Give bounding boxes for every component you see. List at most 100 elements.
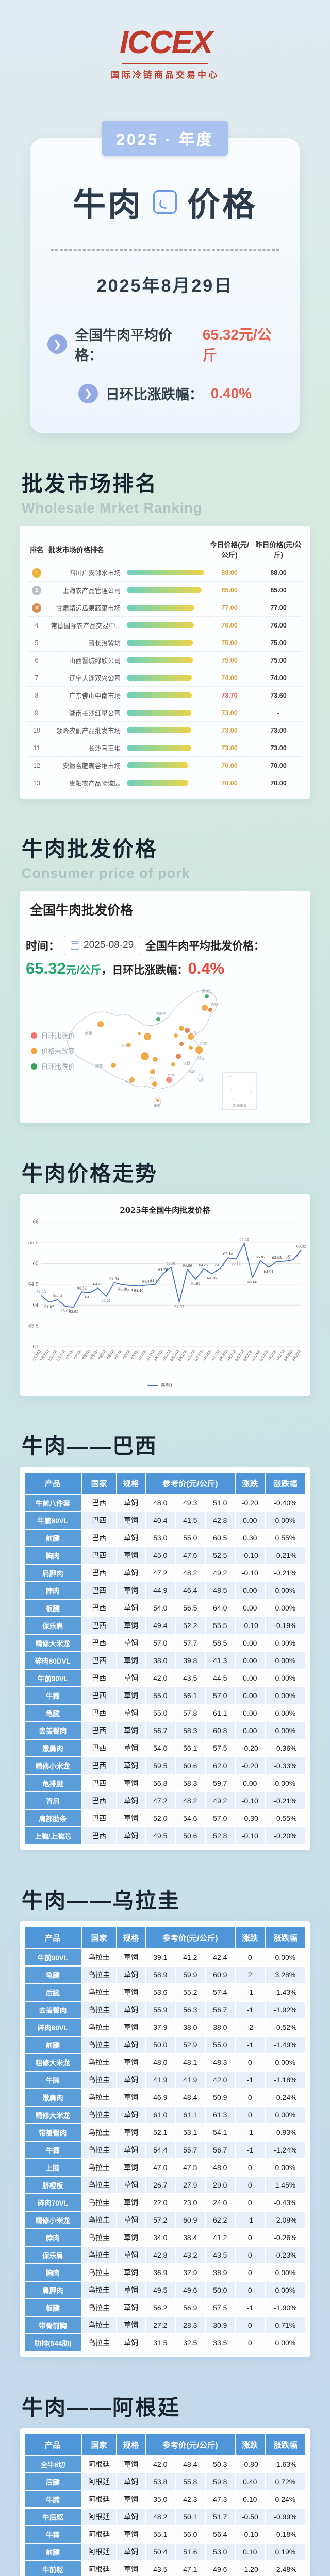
cell-value: 52.9 — [174, 2036, 206, 2055]
map-legend: 日环比涨价 价格未改变 日环比跌价 — [31, 1030, 75, 1077]
ranking-row: 9 湖南长沙红星公司 73.00 - — [28, 704, 302, 721]
cell-value: 阿根廷 — [80, 2525, 118, 2544]
cell-value: 阿根廷 — [80, 2490, 118, 2509]
cell-value: 30.9 — [204, 2316, 236, 2335]
cell-value: 41.5 — [174, 1511, 206, 1530]
data-label: 64.32 — [77, 1286, 87, 1290]
cell-value: -0.80 — [234, 2455, 266, 2474]
report-date: 2025年8月29日 — [96, 276, 234, 296]
market-dot — [171, 1062, 175, 1066]
product-name: 龟腱 — [24, 1965, 82, 1985]
title-word-right: 价格 — [187, 186, 257, 223]
cell-value: 44.5 — [204, 1669, 236, 1688]
cell-value: 51.7 — [204, 2507, 236, 2527]
cell-value: -0.24% — [264, 2088, 307, 2107]
date-picker-input[interactable]: 2025-08-29 — [64, 936, 142, 955]
product-name: 全牛6切 — [24, 2455, 82, 2474]
cell-value: 巴西 — [80, 1704, 118, 1723]
table-row: 带骨前胸 乌拉圭 草饲 27.2 28.3 30.9 0 0.71% — [24, 2316, 307, 2335]
cell-value: -2.09% — [264, 2211, 307, 2230]
cell-value: 0 — [234, 2053, 266, 2072]
cell-value: 48.4 — [174, 2455, 206, 2474]
ranking-col-yesterday: 昨日价格(元/公斤) — [255, 541, 302, 559]
wholesale-section-title: 牛肉批发价格 — [22, 837, 158, 861]
market-dot — [156, 1017, 160, 1021]
country-section-title: 牛肉——阿根廷 — [22, 2396, 180, 2420]
product-name: 牛腩80VL — [24, 1511, 82, 1530]
cell-value: 52.5 — [204, 1546, 236, 1565]
cell-value: -0.40% — [264, 1494, 307, 1513]
cell-value: 57.8 — [174, 1704, 206, 1723]
cell-value: -0.20 — [234, 1756, 266, 1775]
cell-value: 59.9 — [174, 1965, 206, 1985]
cell-value: -0.10 — [234, 1791, 266, 1810]
cell-value: 巴西 — [80, 1546, 118, 1565]
cell-value: 0.00 — [234, 1634, 266, 1653]
price-bar — [127, 640, 193, 646]
cell-value: 29.0 — [204, 2176, 236, 2195]
today-price: 76.00 — [221, 621, 238, 629]
cell-value: 0 — [234, 2316, 266, 2335]
cell-value: 49.2 — [204, 1564, 236, 1583]
cell-value: 巴西 — [80, 1616, 118, 1635]
cell-value: 57.5 — [204, 2298, 236, 2317]
cell-value: 54.0 — [144, 1599, 176, 1618]
market-dot — [188, 1033, 194, 1040]
cell-value: 56.4 — [204, 2525, 236, 2544]
province-label: 新疆 — [85, 1031, 92, 1036]
cell-value: 35.0 — [144, 2490, 176, 2509]
table-row: 保乐肩 巴西 草饲 49.4 52.2 55.5 -0.10 -0.19% — [24, 1616, 307, 1635]
cell-value: 草饲 — [116, 2088, 146, 2107]
trend-section-title: 牛肉价格走势 — [22, 1162, 158, 1185]
cell-value: 乌拉圭 — [80, 2298, 118, 2317]
rank-badge: 5 — [35, 639, 39, 647]
ranking-col-market: 批发市场价格排名 — [48, 546, 104, 554]
cell-value: 49.6 — [204, 2560, 236, 2576]
cell-value: 0 — [234, 2246, 266, 2265]
table-row: 去盖臀肉 乌拉圭 草饲 55.9 56.3 56.7 -1 -1.92% — [24, 2001, 307, 2020]
y-tick-label: 64 — [32, 1303, 39, 1308]
cell-value: 45.0 — [144, 1546, 176, 1565]
cell-value: 0.00 — [234, 1774, 266, 1793]
cell-value: -0.99% — [264, 2507, 307, 2527]
cell-value: 0.00 — [234, 1599, 266, 1618]
data-label: 64.87 — [215, 1263, 225, 1267]
cell-value: 0.24% — [264, 2490, 307, 2509]
product-name: 嫩肩肉 — [24, 2088, 82, 2107]
market-name: 四川广安邻水市场 — [69, 570, 121, 577]
cell-value: 60.5 — [204, 1529, 236, 1548]
province-label: 广西 — [149, 1076, 156, 1081]
cell-value: 52.8 — [204, 1826, 236, 1845]
cell-value: 巴西 — [80, 1581, 118, 1600]
rank-badge: 6 — [35, 656, 39, 664]
year-badge: 2025 · 年度 — [102, 121, 228, 156]
cell-value: -1 — [234, 2123, 266, 2142]
market-name: 上海农产品管理公司 — [62, 587, 121, 595]
product-name: 牛霖 — [24, 1686, 82, 1705]
x-tick-label: 8月5日 — [97, 1349, 107, 1360]
yesterday-price: 75.00 — [270, 656, 287, 664]
rank-badge: 10 — [33, 726, 40, 734]
cell-value: 60.8 — [204, 1721, 236, 1740]
brand-logo: ICCEX✳ 国际冷链商品交易中心 — [0, 0, 330, 80]
price-table-header: 涨跌 — [234, 2433, 266, 2456]
snowflake-icon: ✳ — [194, 41, 204, 53]
today-price: 70.00 — [221, 779, 238, 787]
wholesale-avg-unit: 元/公斤 — [65, 964, 102, 976]
rank-badge: 9 — [35, 709, 39, 717]
market-dot — [144, 1033, 151, 1040]
y-tick-label: 65.5 — [28, 1241, 39, 1246]
cell-value: 38.0 — [144, 1651, 176, 1670]
province-label: 江苏 — [200, 1041, 207, 1046]
cell-value: 41.2 — [174, 1948, 206, 1967]
cell-value: 0.00% — [264, 1686, 307, 1705]
cell-value: 0.00% — [264, 2333, 307, 2352]
y-tick-label: 64.5 — [28, 1282, 39, 1287]
cell-value: 0.00% — [264, 2106, 307, 2125]
x-tick-label: 8月8日 — [122, 1349, 131, 1360]
market-dot — [179, 1042, 184, 1046]
ranking-row: 13 贵阳农产品物流园 70.00 70.00 — [28, 774, 302, 791]
table-row: 上脑/上脑芯 巴西 草饲 49.5 50.6 52.8 -0.10 -0.20% — [24, 1826, 307, 1845]
product-name: 牛前90VL — [24, 1948, 82, 1967]
price-table-header: 国家 — [80, 2433, 118, 2456]
